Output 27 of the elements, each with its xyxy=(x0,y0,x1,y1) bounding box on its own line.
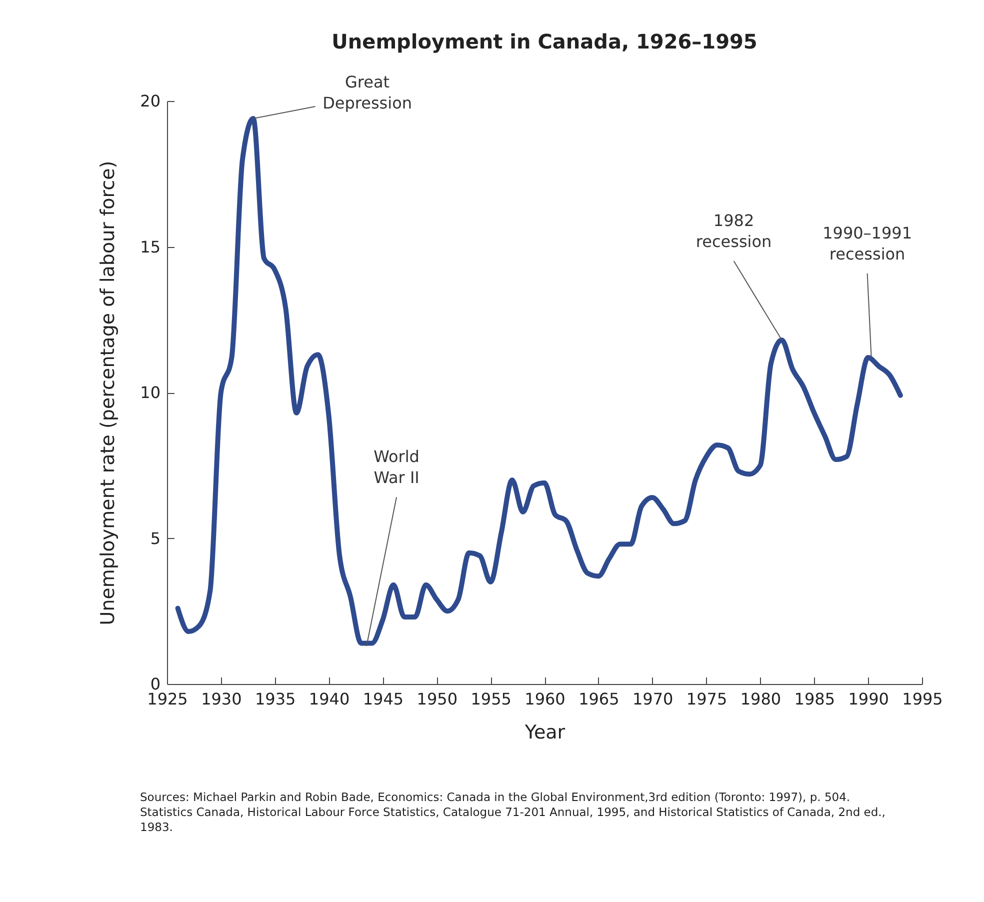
x-tick-label: 1980 xyxy=(740,690,782,708)
x-tick-label: 1935 xyxy=(255,690,296,708)
x-tick-label: 1970 xyxy=(632,690,674,708)
annotation: 1990–1991 recession xyxy=(822,224,912,264)
y-tick-label: 5 xyxy=(150,528,160,548)
x-tick-label: 1950 xyxy=(416,690,458,708)
y-tick-label: 10 xyxy=(140,383,160,402)
annotation: World War II xyxy=(374,447,420,488)
y-tick-label: 15 xyxy=(140,237,160,256)
x-tick-label: 1975 xyxy=(686,690,728,708)
x-tick-label: 1960 xyxy=(524,690,566,708)
x-tick-label: 1945 xyxy=(362,690,404,708)
x-tick-label: 1965 xyxy=(578,690,620,708)
x-tick-label: 1940 xyxy=(308,690,350,708)
chart-title: Unemployment in Canada, 1926–1995 xyxy=(332,29,758,54)
x-tick-label: 1990 xyxy=(848,690,889,708)
x-axis-title: Year xyxy=(524,722,566,744)
x-tick-label: 1995 xyxy=(902,690,943,708)
x-tick-label: 1955 xyxy=(470,690,512,708)
x-tick-label: 1985 xyxy=(794,690,835,708)
x-tick-label: 1930 xyxy=(201,690,242,708)
text: Statistics Canada, Historical Labour Force Statistics, Catalogue 71-201 Annual, 1995, and Historical Statistics of Canada, 2nd ed., 1983. xyxy=(140,805,886,835)
y-tick-label: 20 xyxy=(140,92,160,110)
annotation: 1982 recession xyxy=(696,211,772,252)
source-note: Sources: Michael Parkin and Robin Bade, Economics: Canada in the Global Environment,3rd edition (Toronto: 1997), p. 504. xyxy=(140,790,852,805)
y-axis-title: Unemployment rate (percentage of labour force) xyxy=(97,160,120,626)
annotation: Great Depression xyxy=(322,72,412,112)
